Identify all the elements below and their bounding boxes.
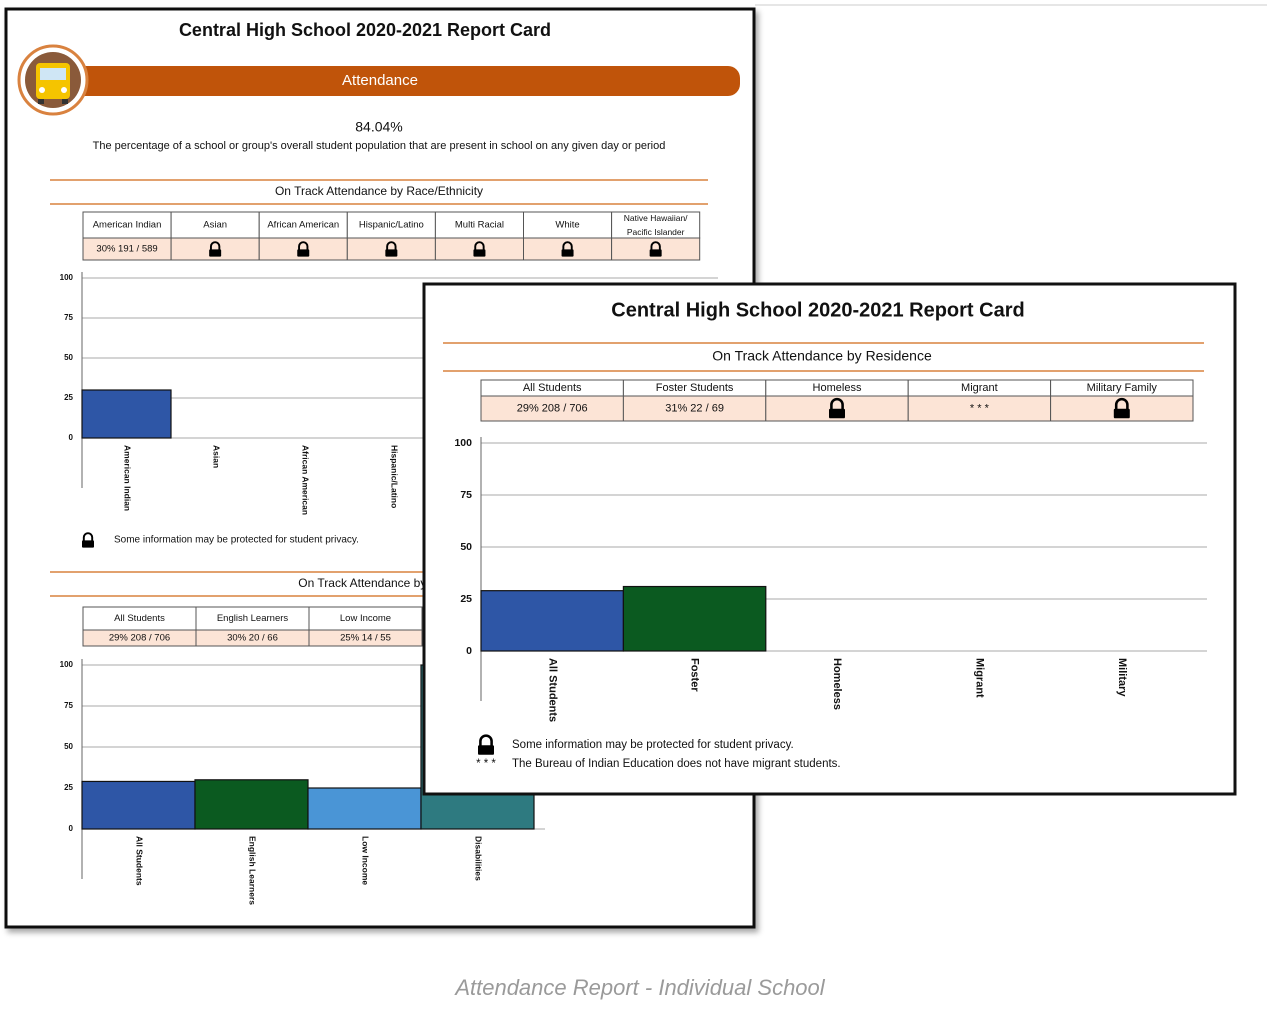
bar — [308, 788, 421, 829]
bar — [623, 587, 765, 651]
y-tick-label: 100 — [60, 660, 74, 669]
y-tick-label: 0 — [69, 433, 74, 442]
lock-body — [562, 249, 574, 256]
y-tick-label: 50 — [460, 541, 472, 553]
caption: Attendance Report - Individual School — [453, 975, 825, 1000]
lock-body — [650, 249, 662, 256]
table-header: American Indian — [93, 220, 162, 231]
table-header: All Students — [114, 613, 165, 624]
legend-text: Some information may be protected for st… — [512, 739, 794, 751]
x-tick-label: All Students — [134, 836, 144, 886]
bar — [82, 390, 171, 438]
lock-body — [209, 249, 221, 256]
attendance-rate: 84.04% — [355, 119, 402, 135]
x-tick-label: African American — [300, 445, 310, 515]
table-header: Hispanic/Latino — [359, 220, 424, 231]
y-tick-label: 25 — [64, 393, 73, 402]
y-tick-label: 75 — [64, 701, 73, 710]
table-header: Pacific Islander — [627, 227, 685, 237]
legend-symbol: * * * — [476, 758, 496, 770]
lock-body — [473, 249, 485, 256]
x-tick-label: Hispanic/Latino — [389, 445, 399, 508]
rate-description: The percentage of a school or group's ov… — [93, 140, 666, 152]
y-tick-label: 75 — [460, 489, 472, 501]
y-tick-label: 0 — [466, 645, 472, 657]
lock-body — [385, 249, 397, 256]
x-tick-label: English Learners — [247, 836, 257, 905]
y-tick-label: 50 — [64, 742, 73, 751]
y-tick-label: 50 — [64, 353, 73, 362]
x-tick-label: Military — [1116, 658, 1128, 697]
y-tick-label: 100 — [60, 273, 74, 282]
bar — [481, 591, 623, 651]
x-tick-label: All Students — [546, 658, 558, 722]
table-header: Multi Racial — [455, 220, 504, 231]
lock-body — [829, 409, 845, 419]
table-value: 29% 208 / 706 — [517, 402, 588, 414]
page-title: Central High School 2020-2021 Report Car… — [611, 299, 1024, 321]
table-header: English Learners — [217, 613, 289, 624]
table-value: * * * — [970, 402, 990, 414]
section-title: Attendance — [342, 72, 418, 89]
lock-body — [1114, 409, 1130, 419]
table-value: 25% 14 / 55 — [340, 633, 391, 644]
bar — [195, 780, 308, 829]
chart-title: On Track Attendance by Residence — [712, 348, 932, 364]
y-tick-label: 25 — [64, 783, 73, 792]
y-tick-label: 100 — [454, 437, 472, 449]
y-tick-label: 0 — [69, 824, 74, 833]
table-header: Low Income — [340, 613, 391, 624]
table-header: Military Family — [1087, 382, 1158, 394]
table-header: Asian — [203, 220, 227, 231]
x-tick-label: Asian — [211, 445, 221, 468]
table-header: African American — [267, 220, 339, 231]
x-tick-label: American Indian — [122, 445, 132, 511]
table-header: Migrant — [961, 382, 998, 394]
y-tick-label: 75 — [64, 313, 73, 322]
table-value: 30% 191 / 589 — [96, 244, 157, 255]
front-page: Central High School 2020-2021 Report Car… — [424, 284, 1235, 794]
table-value: 31% 22 / 69 — [665, 402, 724, 414]
table-value: 29% 208 / 706 — [109, 633, 170, 644]
x-tick-label: Disabilities — [473, 836, 483, 881]
lock-body — [297, 249, 309, 256]
table-header: White — [555, 220, 579, 231]
chart-title: On Track Attendance by Race/Ethnicity — [275, 184, 483, 198]
x-tick-label: Low Income — [360, 836, 370, 885]
legend-text: Some information may be protected for st… — [114, 535, 359, 546]
x-tick-label: Homeless — [831, 658, 843, 710]
bar — [82, 781, 195, 829]
table-header: Homeless — [813, 382, 862, 394]
table-value: 30% 20 / 66 — [227, 633, 278, 644]
x-tick-label: Foster — [689, 658, 701, 692]
lock-body — [82, 540, 94, 547]
bus-icon — [19, 46, 87, 114]
x-tick-label: Migrant — [973, 658, 985, 698]
lock-body — [478, 745, 494, 755]
page-title: Central High School 2020-2021 Report Car… — [179, 20, 551, 40]
table-header: Foster Students — [656, 382, 734, 394]
legend-text: The Bureau of Indian Education does not … — [512, 758, 841, 770]
screenshot: Central High School 2020-2021 Report Car… — [0, 0, 1267, 1016]
y-tick-label: 25 — [460, 593, 472, 605]
table-header: All Students — [523, 382, 582, 394]
table-header: Native Hawaiian/ — [624, 213, 688, 223]
